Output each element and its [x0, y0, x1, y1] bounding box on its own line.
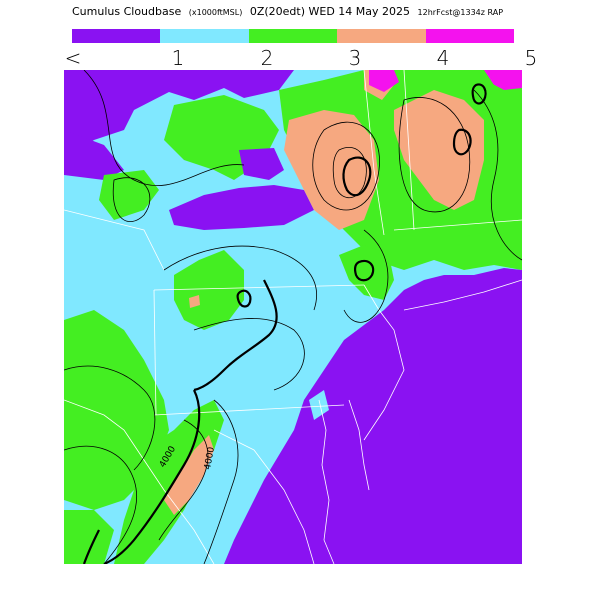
- title-units: (x1000ftMSL): [188, 8, 243, 17]
- contour-13: [158, 419, 209, 541]
- region-green-sw-corner: [64, 510, 114, 564]
- map-svg: 4000 4000: [64, 70, 522, 564]
- coastline-chesapeake: [318, 399, 335, 564]
- legend-bin-4: [425, 29, 515, 43]
- contour-7: [312, 121, 380, 211]
- region-magenta-right: [484, 70, 522, 90]
- coastline-li: [403, 279, 522, 311]
- region-green-alleghenies: [114, 400, 224, 564]
- legend-tick-5: 5: [524, 46, 538, 70]
- contour-1: [83, 70, 245, 186]
- legend-tick-lt: <: [64, 46, 82, 70]
- bold-contour-adirondack: [342, 156, 372, 197]
- boundaries: [64, 70, 522, 564]
- legend-ticks: < 1 2 3 4 5: [60, 46, 560, 70]
- region-magenta-top: [369, 70, 399, 92]
- region-purple-north: [64, 70, 294, 160]
- border-pa-west: [153, 289, 157, 416]
- bold-contour-south: [82, 529, 100, 564]
- contour-8: [332, 147, 367, 198]
- border-ma: [393, 219, 522, 231]
- legend-bin-2: [248, 29, 338, 43]
- bold-contours: [82, 83, 487, 564]
- map-title: Cumulus Cloudbase (x1000ftMSL) 0Z(20edt)…: [72, 5, 572, 21]
- border-ny-pa: [153, 284, 365, 291]
- region-purple-midwest: [239, 148, 284, 180]
- region-salmon-alleghenies: [164, 435, 214, 515]
- title-time: 0Z(20edt) WED 14 May 2025: [249, 5, 411, 18]
- region-salmon-pa-spot: [189, 295, 200, 308]
- legend-bin-0: [72, 29, 161, 43]
- legend-tick-3: 3: [348, 46, 362, 70]
- contour-label-4000-right: 4000: [203, 446, 217, 471]
- bold-contour-4000-a: [103, 389, 201, 564]
- contour-4: [193, 318, 305, 391]
- color-legend: [72, 29, 515, 43]
- contour-3: [163, 245, 317, 311]
- region-salmon-vermont: [394, 90, 484, 210]
- legend-tick-2: 2: [260, 46, 274, 70]
- region-purple-jersey-interior: [314, 390, 364, 450]
- legend-tick-4: 4: [436, 46, 450, 70]
- contour-6: [64, 445, 138, 564]
- cloudbase-map: 4000 4000: [64, 70, 522, 564]
- bold-contour-vt: [452, 128, 472, 156]
- bold-contour-4000-b: [193, 279, 278, 392]
- border-pa-md: [153, 404, 345, 416]
- contour-2: [112, 177, 151, 223]
- contour-10: [473, 89, 522, 261]
- contour-9: [398, 97, 471, 213]
- contours: [64, 70, 522, 564]
- border-wv: [64, 399, 215, 564]
- region-salmon-adirondack: [284, 110, 379, 230]
- region-green-hudson: [339, 245, 394, 300]
- contour-5: [64, 365, 156, 471]
- border-va: [213, 429, 315, 564]
- legend-bin-1: [160, 29, 249, 43]
- region-purple-lake-ontario: [169, 185, 314, 230]
- border-nj: [363, 284, 405, 441]
- bold-contour-hudson: [353, 259, 375, 282]
- lake-erie-shore: [64, 209, 165, 271]
- bold-contour-pa-spot: [236, 289, 252, 308]
- region-green-ne-edge: [454, 70, 494, 100]
- region-cyan-delmarva-coast: [309, 390, 329, 420]
- border-ny-vt: [363, 70, 385, 236]
- legend-bin-3: [337, 29, 426, 43]
- border-vt-nh: [403, 70, 415, 231]
- contour-11: [343, 229, 389, 323]
- legend-tick-1: 1: [171, 46, 185, 70]
- bold-contour-nh: [471, 83, 487, 105]
- contour-12: [203, 399, 239, 564]
- region-purple-ontario-lake: [64, 130, 124, 180]
- region-purple-southeast: [224, 268, 522, 564]
- title-main: Cumulus Cloudbase: [72, 5, 182, 18]
- title-forecast: 12hrFcst@1334z RAP: [417, 8, 504, 17]
- coastline-delmarva: [348, 399, 370, 491]
- region-green-pa-central: [174, 250, 244, 330]
